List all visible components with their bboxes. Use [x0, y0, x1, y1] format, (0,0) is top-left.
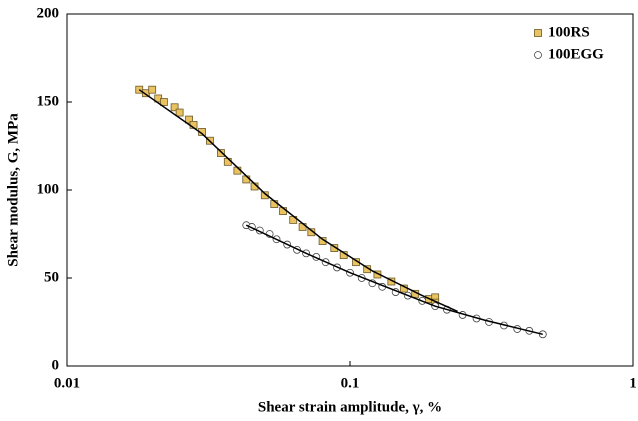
- point: [185, 115, 193, 124]
- point: [223, 157, 232, 166]
- y-tick-label: 200: [37, 5, 60, 21]
- point: [148, 85, 157, 94]
- y-tick-label: 150: [37, 93, 60, 109]
- legend-label: 100RS: [548, 24, 590, 40]
- x-tick-label: 1: [629, 375, 637, 391]
- legend-marker: [534, 29, 542, 37]
- fit-line: [245, 224, 543, 336]
- point: [217, 149, 225, 157]
- y-tick-label: 50: [44, 269, 59, 285]
- point: [170, 103, 179, 112]
- x-tick-label: 0.1: [341, 375, 360, 391]
- plot-frame: [66, 13, 634, 367]
- point: [160, 98, 168, 106]
- point: [260, 191, 269, 200]
- fit-line: [138, 89, 458, 313]
- y-tick-label: 100: [37, 181, 60, 197]
- x-tick-label: 0.01: [54, 375, 80, 391]
- x-axis-label: Shear strain amplitude, γ, %: [258, 399, 442, 415]
- legend-marker: [534, 51, 542, 59]
- y-tick-label: 0: [52, 357, 60, 373]
- legend-label: 100EGG: [548, 46, 604, 62]
- y-axis-label: Shear modulus, G, MPa: [5, 113, 21, 267]
- point: [242, 175, 251, 184]
- point: [175, 108, 184, 117]
